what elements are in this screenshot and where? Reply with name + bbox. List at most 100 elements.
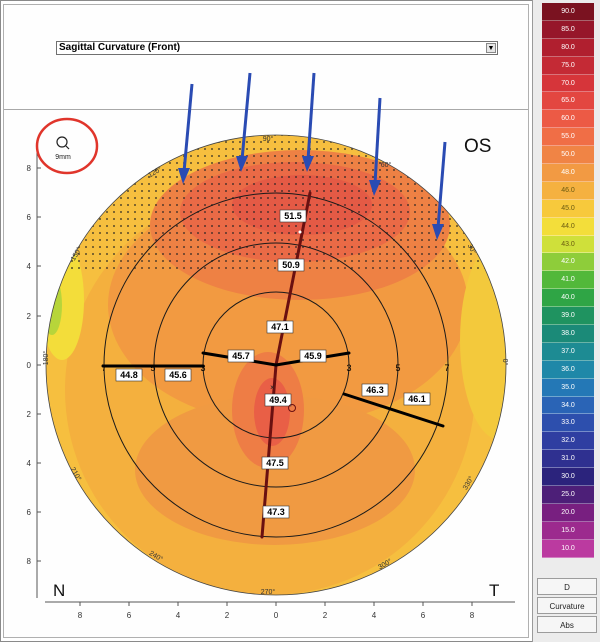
scale-cell: 41.0 — [542, 271, 594, 290]
x-tick-label: 4 — [176, 611, 181, 620]
scale-cell: 15.0 — [542, 521, 594, 540]
ring-label-7: 7 — [444, 363, 449, 373]
y-tick-label: 2 — [27, 312, 32, 321]
ring-labels: 3 5 7 7 5 3 — [101, 363, 449, 373]
arrow-head-icon — [178, 168, 190, 184]
x-tick-label: 0 — [274, 611, 279, 620]
reading-value: 46.3 — [366, 385, 384, 395]
x-tick-label: 2 — [225, 611, 230, 620]
arrow-head-icon — [236, 156, 248, 172]
scale-cell: 31.0 — [542, 450, 594, 469]
scale-cell: 70.0 — [542, 74, 594, 93]
arrow — [373, 97, 382, 185]
map-type-selected: Sagittal Curvature (Front) — [59, 42, 181, 53]
unit-diopter-button[interactable]: D — [537, 578, 597, 595]
highlight-circle — [35, 117, 99, 175]
scale-cell: 30.0 — [542, 468, 594, 487]
scale-cell: 85.0 — [542, 20, 594, 39]
scale-cell: 33.0 — [542, 414, 594, 433]
x-axis-ticks: 8 6 4 2 0 2 4 6 8 — [78, 602, 475, 620]
panel-divider — [4, 109, 528, 110]
arrow-head-icon — [302, 156, 314, 172]
color-scale: 90.0 85.0 80.0 75.0 70.0 65.0 60.0 55.0 50.0 48.0… — [542, 3, 594, 558]
scale-cell: 80.0 — [542, 38, 594, 57]
ring-label-5: 5 — [395, 363, 400, 373]
ring-label-3-left: 3 — [200, 363, 205, 373]
eye-label: OS — [464, 136, 491, 157]
map-type-dropdown[interactable]: Sagittal Curvature (Front) ▼ — [56, 41, 498, 55]
zoom-control[interactable]: 9mm — [35, 117, 99, 175]
scale-cell: 65.0 — [542, 92, 594, 111]
scale-cell: 10.0 — [542, 539, 594, 558]
scale-cell: 37.0 — [542, 342, 594, 361]
y-tick-label: 8 — [27, 557, 32, 566]
temporal-label: T — [489, 581, 499, 600]
zoom-label: 9mm — [55, 154, 71, 161]
reading-value: 45.6 — [169, 370, 187, 380]
steep-point-marker — [298, 230, 302, 234]
map-outline — [45, 134, 507, 596]
scale-cell: 60.0 — [542, 110, 594, 129]
degree-label-270: 270° — [261, 588, 276, 596]
unit-abs-button[interactable]: Abs — [537, 616, 597, 633]
x-tick-label: 2 — [323, 611, 328, 620]
ring-label-7-left: 7 — [101, 363, 106, 373]
y-tick-label: 0 — [27, 361, 32, 370]
reading-value: 46.1 — [408, 394, 426, 404]
reading-value: 45.7 — [232, 351, 250, 361]
degree-label-60: 60° — [381, 161, 392, 169]
degree-label-0: 0° — [501, 359, 509, 366]
annotation-arrows — [178, 72, 447, 240]
unit-curvature-button[interactable]: Curvature — [537, 597, 597, 614]
arrow — [436, 141, 447, 229]
y-tick-label: 4 — [27, 459, 32, 468]
curvature-map: 8 6 4 2 0 2 4 6 8 8 6 4 2 0 2 4 6 8 — [27, 72, 515, 620]
scale-cell: 32.0 — [542, 432, 594, 451]
color-scale-panel: 90.0 85.0 80.0 75.0 70.0 65.0 60.0 55.0 50.0 48.0… — [532, 0, 600, 642]
flat-meridian-right — [342, 392, 445, 428]
degree-label-180: 180° — [42, 351, 50, 366]
x-tick-label: 8 — [78, 611, 83, 620]
curvature-readings: 51.5 50.9 47.1 44.8 45.6 45.7 45.9 46.3 … — [115, 209, 431, 519]
x-tick-label: 8 — [470, 611, 475, 620]
scale-cell: 46.0 — [542, 181, 594, 200]
y-axis-ticks: 8 6 4 2 0 2 4 6 8 — [27, 164, 41, 566]
x-tick-label: 4 — [372, 611, 377, 620]
scale-cell: 20.0 — [542, 503, 594, 522]
scale-cell: 40.0 — [542, 289, 594, 308]
ring-label-5-left: 5 — [150, 363, 155, 373]
degree-label-90: 90° — [263, 135, 274, 143]
scale-cell: 75.0 — [542, 56, 594, 75]
scale-cell: 50.0 — [542, 146, 594, 165]
reading-value: 45.9 — [304, 351, 322, 361]
scale-cell: 45.0 — [542, 199, 594, 218]
scale-cell: 34.0 — [542, 396, 594, 415]
dropdown-arrow-icon[interactable]: ▼ — [486, 43, 496, 53]
reading-value: 51.5 — [284, 211, 302, 221]
scale-cell: 44.0 — [542, 217, 594, 236]
nasal-label: N — [53, 581, 65, 600]
scale-cell: 38.0 — [542, 325, 594, 343]
scale-cell: 43.0 — [542, 235, 594, 254]
x-tick-label: 6 — [127, 611, 132, 620]
reading-value: 47.1 — [271, 322, 289, 332]
reading-value: 44.8 — [120, 370, 138, 380]
scale-cell: 35.0 — [542, 378, 594, 397]
x-tick-label: 6 — [421, 611, 426, 620]
y-tick-label: 8 — [27, 164, 32, 173]
arrow-head-icon — [432, 224, 444, 240]
scale-cell: 42.0 — [542, 253, 594, 272]
pupil-center-marker — [288, 404, 296, 412]
ring-label-3: 3 — [346, 363, 351, 373]
y-tick-label: 4 — [27, 262, 32, 271]
scale-cell: 25.0 — [542, 486, 594, 504]
arrow — [182, 83, 194, 173]
scale-cell: 90.0 — [542, 3, 594, 21]
apex-marker: × — [270, 383, 275, 392]
scale-cell: 55.0 — [542, 128, 594, 147]
reading-value: 47.3 — [267, 507, 285, 517]
y-tick-label: 6 — [27, 508, 32, 517]
magnifier-icon[interactable] — [56, 136, 68, 148]
map-toolbar-area: Sagittal Curvature (Front) ▼ — [4, 5, 528, 109]
y-tick-label: 6 — [27, 213, 32, 222]
